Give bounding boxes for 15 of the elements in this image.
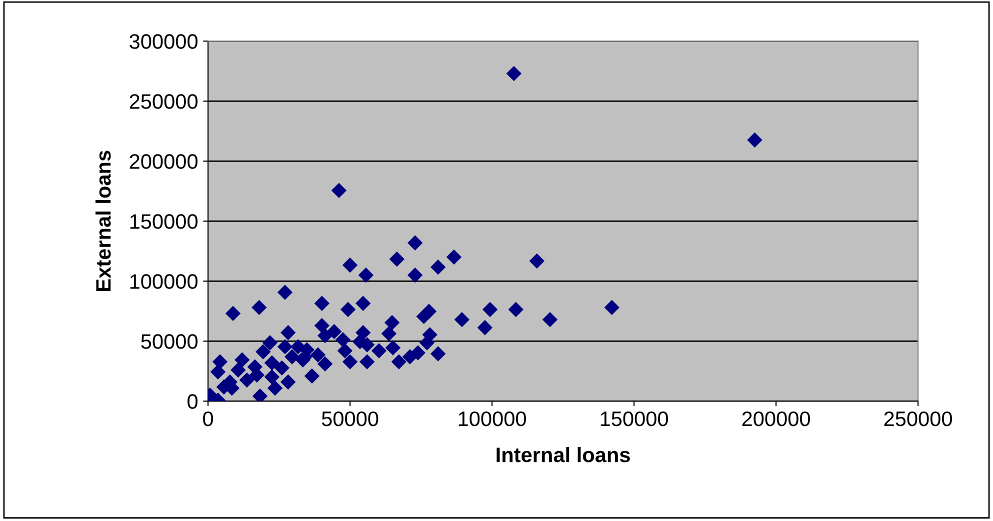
y-tick-label: 0 (188, 394, 198, 409)
y-tick-label: 50000 (141, 334, 198, 349)
y-tick-label: 300000 (130, 34, 198, 49)
x-tick-label: 200000 (742, 411, 810, 426)
x-tick-label: 0 (203, 411, 214, 426)
x-tick-label: 100000 (458, 411, 526, 426)
x-tick-label: 50000 (322, 411, 378, 426)
x-tick-label: 150000 (600, 411, 668, 426)
y-tick-label: 250000 (130, 94, 198, 109)
y-tick-label: 200000 (130, 154, 198, 169)
y-tick-label: 150000 (130, 214, 198, 229)
x-tick-label: 250000 (884, 411, 952, 426)
x-axis-title: Internal loans (496, 446, 630, 462)
y-axis-title: External loans (95, 150, 111, 291)
y-tick-label: 100000 (130, 274, 198, 289)
